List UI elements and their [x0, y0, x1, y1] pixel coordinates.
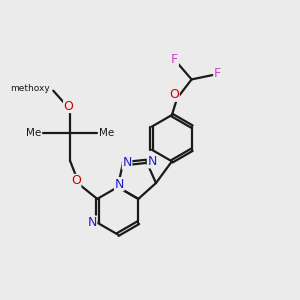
Text: methoxy: methoxy	[11, 84, 50, 93]
Text: F: F	[171, 53, 178, 66]
Text: N: N	[122, 156, 132, 169]
Text: N: N	[147, 155, 157, 168]
Text: O: O	[64, 100, 74, 112]
Text: O: O	[169, 88, 179, 101]
Text: Me: Me	[26, 128, 41, 138]
Text: F: F	[214, 67, 221, 80]
Text: N: N	[87, 216, 97, 229]
Text: O: O	[71, 175, 81, 188]
Text: N: N	[115, 178, 124, 190]
Text: Me: Me	[99, 128, 114, 138]
